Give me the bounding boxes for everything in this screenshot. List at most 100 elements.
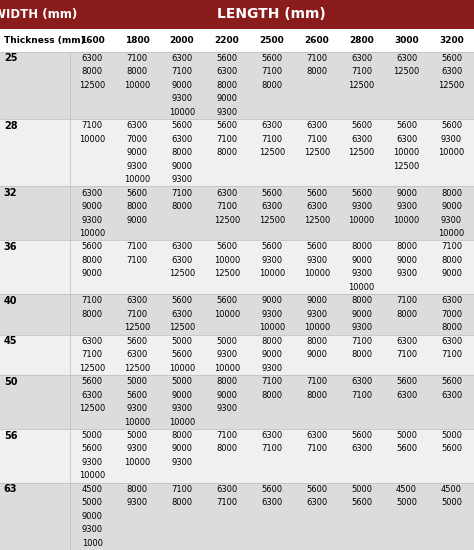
Text: 6300: 6300: [396, 54, 417, 63]
Text: 10000: 10000: [393, 216, 420, 224]
Text: 12500: 12500: [79, 364, 105, 373]
Text: 6300: 6300: [261, 431, 283, 440]
Text: 10000: 10000: [259, 323, 285, 332]
Text: 1000: 1000: [82, 539, 102, 548]
Text: 2800: 2800: [349, 36, 374, 45]
Text: 8000: 8000: [216, 444, 237, 454]
Text: 5600: 5600: [261, 54, 283, 63]
Text: 7100: 7100: [261, 135, 283, 144]
Text: 9300: 9300: [172, 458, 192, 467]
Text: 7100: 7100: [351, 390, 372, 400]
Text: 7100: 7100: [127, 243, 147, 251]
Text: 8000: 8000: [351, 243, 372, 251]
Text: 9000: 9000: [127, 216, 147, 224]
Text: 5000: 5000: [127, 431, 147, 440]
Text: 12500: 12500: [393, 68, 420, 76]
Text: 7100: 7100: [306, 377, 328, 386]
Text: 12500: 12500: [79, 404, 105, 413]
Text: 32: 32: [4, 188, 17, 198]
Text: 5600: 5600: [441, 377, 462, 386]
Text: 5600: 5600: [441, 121, 462, 130]
Text: 2000: 2000: [170, 36, 194, 45]
Text: 6300: 6300: [396, 337, 417, 346]
Text: WIDTH (mm): WIDTH (mm): [0, 8, 77, 21]
Text: 9000: 9000: [306, 350, 327, 359]
Bar: [0, 294, 474, 334]
Text: 9000: 9000: [351, 256, 372, 265]
Text: 5600: 5600: [261, 189, 283, 197]
Text: 5600: 5600: [261, 243, 283, 251]
Text: 7100: 7100: [351, 68, 372, 76]
Text: 10000: 10000: [169, 364, 195, 373]
Text: 10000: 10000: [214, 310, 240, 319]
Text: 5600: 5600: [127, 390, 147, 400]
Bar: [70, 0, 474, 29]
Text: 6300: 6300: [351, 377, 372, 386]
Text: 10000: 10000: [348, 216, 375, 224]
Text: 7100: 7100: [127, 310, 147, 319]
Text: 8000: 8000: [82, 68, 103, 76]
Text: 10000: 10000: [259, 270, 285, 278]
Text: 9000: 9000: [82, 202, 102, 211]
Text: 9300: 9300: [351, 202, 372, 211]
Text: 5600: 5600: [351, 121, 372, 130]
Text: 9000: 9000: [351, 310, 372, 319]
Text: 9300: 9300: [441, 135, 462, 144]
Text: 12500: 12500: [79, 81, 105, 90]
Text: 9300: 9300: [306, 310, 328, 319]
Bar: [0, 52, 474, 119]
Text: 8000: 8000: [306, 68, 328, 76]
Text: 12500: 12500: [169, 270, 195, 278]
Text: 10000: 10000: [348, 283, 375, 292]
Text: 36: 36: [4, 242, 17, 252]
Text: 7100: 7100: [441, 243, 462, 251]
Text: 3000: 3000: [394, 36, 419, 45]
Text: 4500: 4500: [82, 485, 102, 494]
Text: 7100: 7100: [82, 121, 103, 130]
Text: 12500: 12500: [169, 323, 195, 332]
Text: 9300: 9300: [172, 175, 192, 184]
Text: 5600: 5600: [216, 121, 237, 130]
Text: LENGTH (mm): LENGTH (mm): [218, 7, 326, 21]
Text: 9000: 9000: [127, 148, 147, 157]
Text: 8000: 8000: [127, 485, 147, 494]
Text: 7100: 7100: [216, 135, 237, 144]
Text: 6300: 6300: [306, 498, 328, 507]
Text: 8000: 8000: [216, 377, 237, 386]
Text: 9000: 9000: [217, 95, 237, 103]
Text: 9000: 9000: [396, 256, 417, 265]
Text: 9300: 9300: [127, 404, 147, 413]
Text: 9300: 9300: [261, 310, 283, 319]
Text: 5600: 5600: [396, 377, 417, 386]
Text: 9300: 9300: [351, 323, 372, 332]
Text: 8000: 8000: [172, 431, 192, 440]
Text: 9000: 9000: [172, 162, 192, 170]
Text: 8000: 8000: [306, 390, 328, 400]
Text: 9300: 9300: [306, 256, 328, 265]
Text: 12500: 12500: [124, 364, 150, 373]
Text: 56: 56: [4, 431, 17, 441]
Text: 9300: 9300: [441, 216, 462, 224]
Text: 5600: 5600: [172, 121, 192, 130]
Text: 9000: 9000: [172, 81, 192, 90]
Text: 8000: 8000: [261, 337, 283, 346]
Text: 4500: 4500: [441, 485, 462, 494]
Text: 9000: 9000: [82, 512, 102, 521]
Text: 10000: 10000: [124, 458, 150, 467]
Bar: [0, 240, 474, 294]
Text: 9000: 9000: [82, 270, 102, 278]
Text: 9300: 9300: [127, 498, 147, 507]
Text: 6300: 6300: [261, 498, 283, 507]
Text: 9300: 9300: [351, 270, 372, 278]
Text: 6300: 6300: [82, 54, 103, 63]
Text: 7100: 7100: [441, 350, 462, 359]
Text: 7100: 7100: [216, 431, 237, 440]
Text: 7100: 7100: [306, 444, 328, 454]
Text: 7100: 7100: [396, 296, 417, 305]
Text: 28: 28: [4, 121, 18, 131]
Text: 50: 50: [4, 377, 17, 387]
Text: 9300: 9300: [396, 270, 417, 278]
Text: 6300: 6300: [351, 135, 372, 144]
Text: 7100: 7100: [127, 256, 147, 265]
Text: 10000: 10000: [79, 229, 105, 238]
